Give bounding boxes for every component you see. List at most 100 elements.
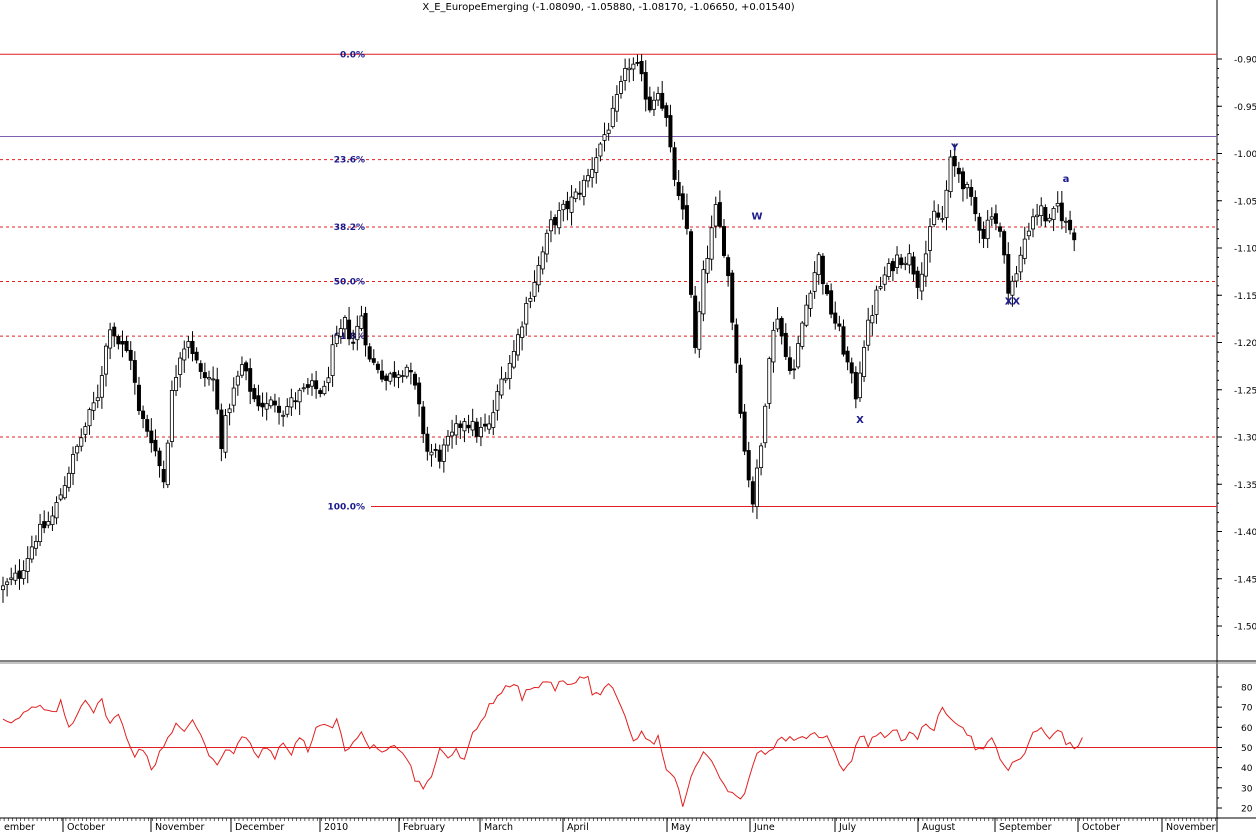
candle-up: [491, 412, 496, 428]
candle-up: [804, 304, 809, 326]
x-month-label: April: [567, 822, 589, 832]
candle-down: [1059, 202, 1064, 222]
candle-up: [396, 374, 401, 378]
candle-up: [511, 351, 516, 368]
candle-down: [911, 256, 916, 275]
candle-down: [371, 358, 376, 363]
candle-up: [66, 472, 71, 488]
candle-down: [981, 228, 986, 239]
price-y-tick-label: -1.40: [1234, 528, 1256, 538]
candle-up: [264, 403, 269, 410]
candle-up: [561, 203, 566, 211]
candle-down: [750, 481, 755, 505]
candle-up: [1039, 205, 1044, 216]
candle-down: [998, 226, 1003, 232]
candle-down: [412, 373, 417, 386]
osc-y-tick-label: 30: [1241, 784, 1253, 794]
candle-down: [833, 312, 838, 324]
candle-down: [136, 384, 141, 412]
candle-down: [149, 430, 154, 444]
candle-up: [709, 227, 714, 260]
candle-down: [437, 449, 442, 462]
price-y-tick-label: -1.00: [1234, 150, 1256, 160]
price-y-tick-label: -1.45: [1234, 575, 1256, 585]
candle-up: [1051, 208, 1056, 220]
candle-up: [75, 445, 80, 454]
fib-label: 0.0%: [340, 50, 365, 60]
candle-up: [1018, 254, 1023, 273]
candle-down: [845, 350, 850, 363]
candle-up: [886, 263, 891, 277]
candle-down: [157, 450, 162, 467]
candle-up: [326, 377, 331, 384]
osc-y-tick-label: 20: [1241, 805, 1253, 815]
candle-up: [235, 375, 240, 386]
candle-down: [820, 255, 825, 285]
candle-up: [907, 253, 912, 266]
x-month-label: November: [155, 822, 205, 832]
candle-up: [1055, 202, 1060, 207]
candle-down: [384, 375, 389, 381]
candle-down: [647, 96, 652, 111]
candle-up: [866, 319, 871, 346]
candle-up: [21, 570, 26, 580]
x-month-label: December: [235, 822, 284, 832]
candle-up: [965, 183, 970, 189]
candle-up: [598, 143, 603, 157]
candle-down: [474, 421, 479, 437]
candle-up: [206, 377, 211, 380]
candle-up: [944, 189, 949, 219]
candle-up: [763, 405, 768, 444]
candle-up: [759, 445, 764, 468]
price-y-tick-label: -0.95: [1234, 103, 1256, 113]
candle-up: [33, 540, 38, 549]
candle-up: [895, 254, 900, 268]
candle-down: [483, 423, 488, 427]
candle-up: [281, 414, 286, 417]
candle-up: [322, 385, 327, 395]
candle-down: [915, 270, 920, 288]
fib-label: 100.0%: [328, 502, 366, 512]
candle-up: [231, 387, 236, 406]
chart-title: X_E_EuropeEmerging (-1.08090, -1.05880, …: [422, 2, 795, 13]
candle-up: [548, 219, 553, 232]
x-month-label: August: [922, 822, 956, 832]
candle-down: [726, 257, 731, 277]
candle-down: [466, 424, 471, 429]
candle-up: [165, 442, 170, 486]
wave-annotation: a: [1063, 174, 1070, 185]
candle-up: [1010, 280, 1015, 296]
candle-up: [404, 366, 409, 377]
candle-up: [211, 378, 216, 381]
candle-down: [375, 363, 380, 370]
osc-line: [2, 675, 1083, 807]
candle-up: [445, 435, 450, 446]
candle-up: [528, 298, 533, 302]
candle-up: [99, 375, 104, 398]
candle-up: [1026, 230, 1031, 237]
candle-down: [458, 423, 463, 428]
candle-down: [363, 312, 368, 346]
candle-down: [248, 368, 253, 392]
price-y-tick-label: -1.35: [1234, 481, 1256, 491]
candle-down: [730, 272, 735, 323]
candle-up: [182, 348, 187, 361]
candle-up: [771, 329, 776, 363]
candle-up: [495, 391, 500, 411]
candle-up: [5, 581, 10, 585]
candle-up: [441, 444, 446, 462]
candle-down: [787, 357, 792, 371]
candle-up: [516, 334, 521, 356]
candle-up: [388, 373, 393, 382]
candle-up: [309, 380, 314, 387]
candle-up: [816, 254, 821, 275]
candle-down: [314, 380, 319, 390]
candle-down: [1068, 219, 1073, 231]
candle-down: [198, 363, 203, 372]
candle-down: [417, 382, 422, 405]
fib-label: 38.2%: [334, 223, 365, 233]
candle-up: [940, 218, 945, 220]
candle-up: [623, 68, 628, 81]
candle-down: [899, 257, 904, 266]
